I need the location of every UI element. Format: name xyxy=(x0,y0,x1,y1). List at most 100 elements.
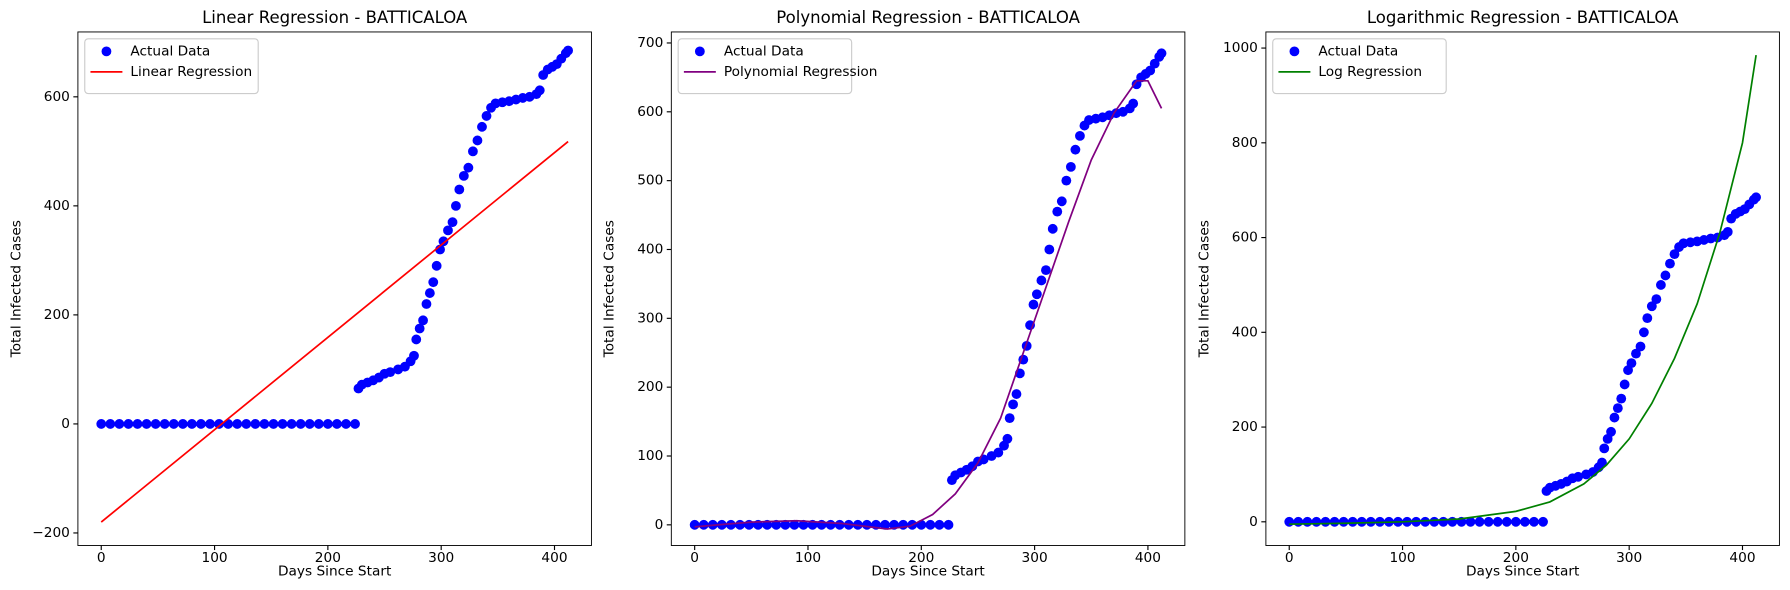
data-point xyxy=(286,419,297,429)
data-point xyxy=(463,162,474,173)
legend-label: Log Regression xyxy=(1318,64,1422,80)
y-tick-label: 200 xyxy=(1232,419,1258,435)
data-point xyxy=(458,170,469,181)
chart-title: Polynomial Regression - BATTICALOA xyxy=(776,8,1080,27)
data-point xyxy=(1538,516,1548,527)
regression-line xyxy=(100,140,569,523)
data-point xyxy=(1284,516,1295,527)
data-point xyxy=(1660,270,1671,281)
x-tick-label: 200 xyxy=(1503,550,1529,566)
data-point xyxy=(1302,516,1313,527)
data-point xyxy=(424,288,435,298)
data-point xyxy=(481,111,492,121)
data-point xyxy=(1501,516,1512,527)
data-point xyxy=(1651,294,1662,305)
data-point xyxy=(295,419,306,429)
data-point xyxy=(141,419,152,429)
data-point xyxy=(259,419,270,429)
data-point xyxy=(834,519,845,530)
data-point xyxy=(880,519,890,530)
data-point xyxy=(798,519,809,530)
data-point xyxy=(1320,516,1331,527)
x-tick-label: 0 xyxy=(97,550,106,566)
legend-marker xyxy=(694,46,705,57)
data-point xyxy=(1510,516,1521,527)
data-point xyxy=(454,184,465,195)
data-point xyxy=(421,299,432,309)
data-point xyxy=(1665,258,1675,269)
data-point xyxy=(1347,516,1358,527)
y-tick-label: 200 xyxy=(637,379,663,395)
data-point xyxy=(1520,516,1530,527)
y-tick-label: 100 xyxy=(637,448,663,464)
data-point xyxy=(214,419,224,429)
data-point xyxy=(1156,48,1167,59)
data-point xyxy=(385,367,396,378)
data-point xyxy=(825,519,836,530)
legend: Actual Data Log Regression xyxy=(1272,38,1447,95)
chart-title: Logarithmic Regression - BATTICALOA xyxy=(1367,8,1679,27)
x-tick-label: 300 xyxy=(428,550,454,566)
data-point xyxy=(468,146,478,157)
data-point xyxy=(1626,358,1637,369)
data-point xyxy=(534,85,545,96)
data-point xyxy=(123,419,134,429)
x-axis-label: Days Since Start xyxy=(1466,564,1580,580)
y-tick-label: 0 xyxy=(655,517,664,533)
data-point xyxy=(1002,433,1013,444)
data-point xyxy=(943,519,954,530)
data-point xyxy=(780,519,791,530)
data-point xyxy=(1028,299,1039,310)
data-point xyxy=(304,419,315,429)
x-tick-label: 400 xyxy=(1729,550,1755,566)
legend-label: Linear Regression xyxy=(130,64,252,80)
y-tick-label: −200 xyxy=(32,525,70,541)
data-point xyxy=(313,419,324,429)
data-point xyxy=(428,277,439,288)
legend-box xyxy=(1272,38,1447,95)
data-point xyxy=(1075,130,1085,141)
data-point xyxy=(196,419,206,429)
x-axis-label: Days Since Start xyxy=(278,564,392,580)
legend-marker xyxy=(101,46,112,57)
data-point xyxy=(1008,399,1018,410)
data-point xyxy=(277,419,288,429)
data-point xyxy=(341,419,351,429)
data-point xyxy=(1606,426,1616,437)
data-point xyxy=(735,519,745,530)
x-tick-label: 100 xyxy=(201,550,227,566)
data-point xyxy=(250,419,261,429)
data-point xyxy=(409,350,419,361)
data-point xyxy=(241,419,252,429)
data-point xyxy=(1669,249,1680,260)
data-point xyxy=(451,200,461,211)
chart-title: Linear Regression - BATTICALOA xyxy=(202,8,468,27)
y-tick-label: 1000 xyxy=(1223,40,1258,56)
x-tick-label: 400 xyxy=(541,550,567,566)
data-point xyxy=(1041,265,1051,276)
data-point xyxy=(1070,144,1081,155)
data-point xyxy=(771,519,782,530)
data-point xyxy=(1751,192,1761,203)
data-point xyxy=(1646,301,1657,312)
legend-label: Actual Data xyxy=(724,43,804,59)
legend-label: Actual Data xyxy=(130,43,210,59)
data-point xyxy=(1616,393,1627,404)
x-tick-label: 100 xyxy=(1389,550,1415,566)
legend-box xyxy=(84,38,259,95)
data-point xyxy=(563,45,574,56)
y-tick-label: 600 xyxy=(1232,230,1258,246)
data-point xyxy=(1599,443,1610,454)
y-tick-label: 400 xyxy=(44,198,70,214)
data-point xyxy=(1438,516,1449,527)
data-point xyxy=(418,315,428,326)
data-point xyxy=(925,519,936,530)
legend-label: Actual Data xyxy=(1318,43,1398,59)
data-point xyxy=(1429,516,1440,527)
y-axis-label: Total Infected Cases xyxy=(8,220,24,358)
x-tick-label: 200 xyxy=(908,550,934,566)
data-point xyxy=(689,519,700,530)
data-point xyxy=(232,419,243,429)
